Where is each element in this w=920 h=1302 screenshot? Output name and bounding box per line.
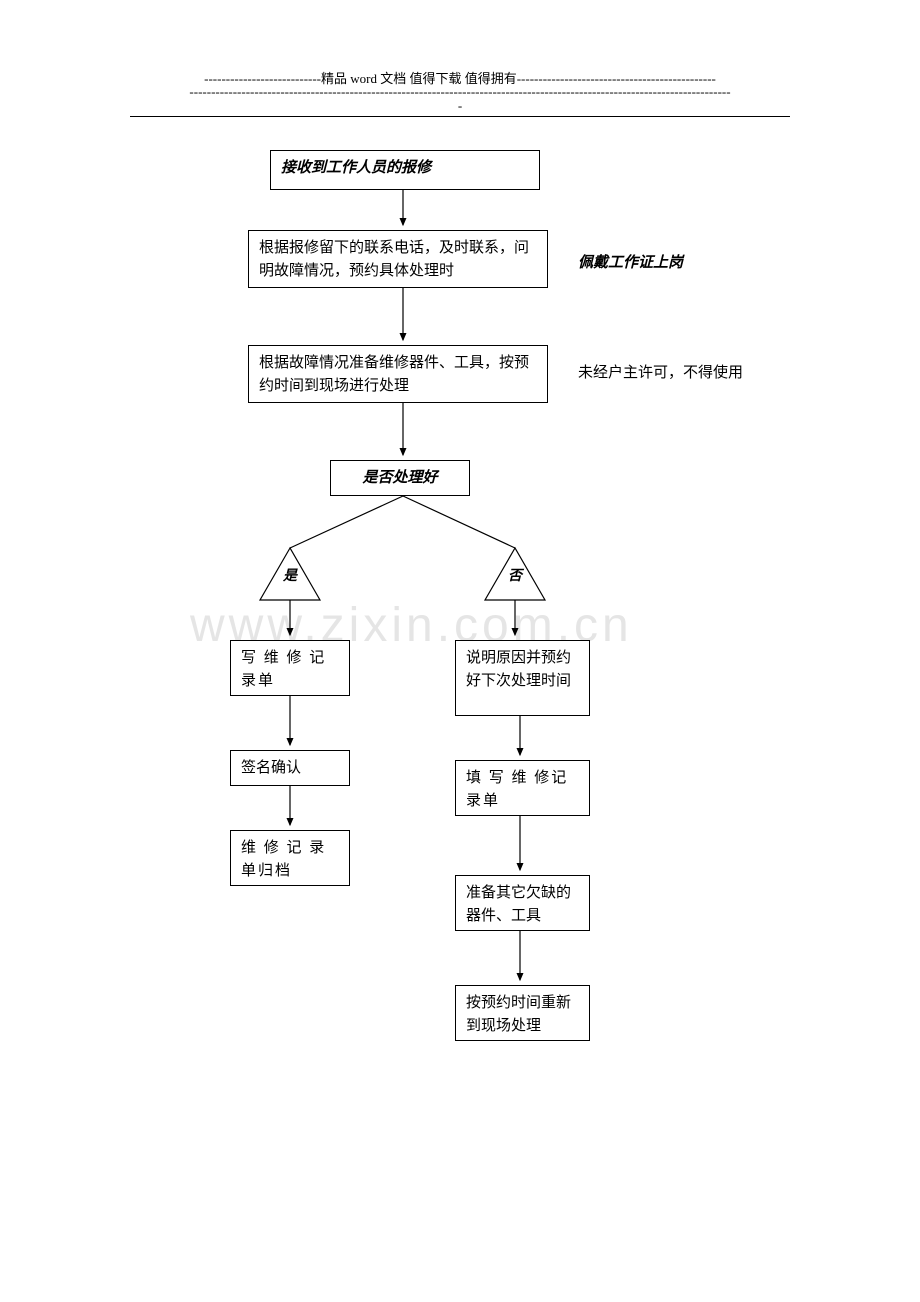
flowchart-connectors	[0, 0, 920, 1302]
document-page: ---------------------------精品 word 文档 值得…	[0, 0, 920, 1302]
